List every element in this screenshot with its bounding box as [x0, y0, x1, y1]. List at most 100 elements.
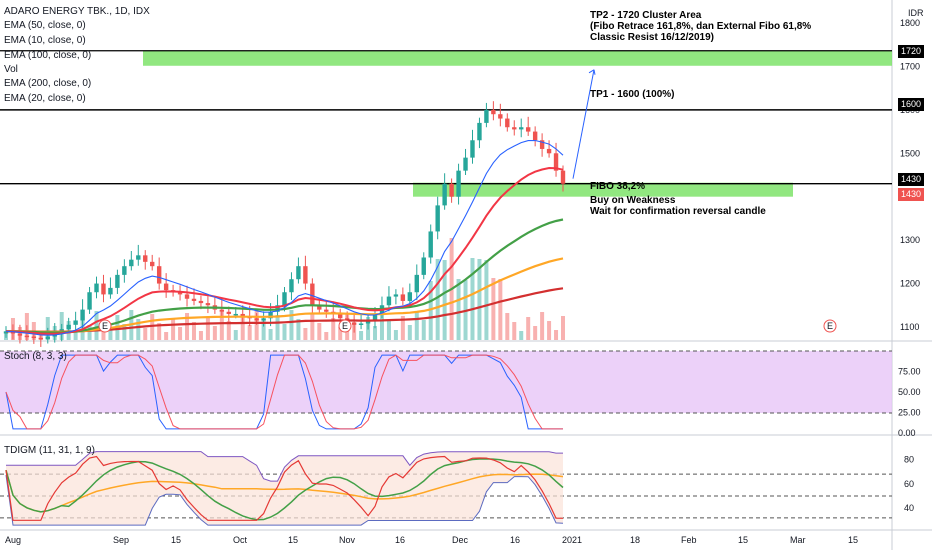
price-tag-tp2: 1720 [897, 45, 924, 58]
candle-body [122, 266, 127, 275]
volume-bar [519, 331, 524, 340]
ema100-line [5, 257, 564, 333]
x-axis-label: 16 [510, 535, 520, 545]
legend-ema200[interactable]: EMA (200, close, 0) [4, 78, 92, 89]
volume-bar [484, 260, 489, 340]
candle-body [303, 266, 308, 284]
stoch-title[interactable]: Stoch (8, 3, 3) [4, 351, 67, 362]
legend-ema10[interactable]: EMA (10, close, 0) [4, 35, 86, 46]
legend-ema50[interactable]: EMA (50, close, 0) [4, 20, 86, 31]
candle-body [31, 336, 37, 339]
candle-body [289, 279, 294, 293]
candle-body [310, 283, 315, 306]
candle-body [136, 255, 141, 260]
volume-bar [268, 329, 273, 340]
volume-bar [498, 279, 503, 340]
candle-body [428, 231, 433, 258]
candle-body [115, 274, 120, 288]
stoch-band [0, 351, 892, 413]
candle-body [38, 337, 44, 340]
candle-body [532, 131, 538, 141]
candle-body [129, 259, 134, 267]
volume-bar [414, 311, 419, 340]
ema20-line [5, 166, 564, 335]
candle-body [317, 305, 322, 310]
candle-body [143, 255, 148, 262]
projection-arrow [572, 69, 595, 179]
tdigm-title[interactable]: TDIGM (11, 31, 1, 9) [4, 445, 95, 456]
candle-body [261, 318, 266, 321]
candle-body [449, 183, 454, 197]
x-axis-label: 16 [395, 535, 405, 545]
earnings-marker-label: E [342, 321, 348, 331]
y-axis-label: 1500 [900, 148, 920, 158]
volume-bar [87, 325, 92, 340]
volume-bar [400, 316, 405, 340]
y-axis-label: 1300 [900, 235, 920, 245]
legend-vol[interactable]: Vol [4, 64, 18, 75]
volume-bar [282, 324, 287, 340]
candle-body [351, 322, 357, 325]
volume-bar [393, 330, 398, 340]
legend-ema100[interactable]: EMA (100, close, 0) [4, 50, 92, 61]
candle-body [512, 127, 517, 130]
candle-body [477, 122, 482, 141]
x-axis-label: 15 [738, 535, 748, 545]
volume-bar [317, 323, 322, 340]
x-axis-label: Mar [790, 535, 806, 545]
candle-body [268, 311, 273, 319]
price-tag-fibo: 1430 [897, 173, 924, 186]
volume-bar [191, 322, 196, 340]
candle-body [546, 148, 552, 154]
stoch-axis-label: 75.00 [898, 367, 921, 377]
volume-bar [533, 326, 538, 340]
x-axis-label: 2021 [562, 535, 582, 545]
candle-body [150, 261, 155, 267]
volume-bar [212, 326, 217, 340]
candle-body [560, 170, 566, 184]
volume-bar [491, 278, 496, 340]
volume-bar [442, 260, 447, 340]
volume-bar [324, 332, 329, 340]
candle-body [442, 183, 447, 206]
candle-body [435, 205, 440, 232]
volume-bar [108, 329, 113, 340]
volume-bar [505, 313, 510, 340]
volume-bar [289, 310, 294, 340]
candle-body [400, 294, 406, 301]
volume-bar [456, 279, 461, 340]
legend-ema20[interactable]: EMA (20, close, 0) [4, 93, 86, 104]
candle-body [491, 109, 496, 115]
volume-bar [240, 316, 245, 340]
volume-bar [435, 259, 440, 340]
volume-bar [233, 330, 238, 340]
candle-body [553, 153, 559, 171]
earnings-marker-circle [338, 319, 352, 333]
earnings-marker-label: E [102, 321, 108, 331]
candle-body [240, 313, 245, 317]
y-axis-label: 1700 [900, 61, 920, 71]
candle-body [3, 331, 9, 334]
volume-bar [512, 322, 517, 340]
symbol-title[interactable]: ADARO ENERGY TBK., 1D, IDX [4, 6, 150, 17]
volume-bar [561, 316, 565, 340]
tdigm-upper-band [6, 451, 563, 482]
candle-body [525, 127, 531, 132]
y-axis-label: 1800 [900, 18, 920, 28]
tp2-zone [143, 50, 892, 66]
volume-bar [338, 327, 343, 340]
candle-body [539, 140, 545, 149]
projection-arrowhead [588, 69, 596, 75]
volume-bar [247, 325, 252, 340]
candle-body [254, 318, 259, 321]
x-axis-label: 15 [848, 535, 858, 545]
volume-bar [310, 314, 315, 340]
candle-body [66, 324, 71, 330]
volume-bar [554, 330, 559, 340]
earnings-marker-circle [98, 319, 112, 333]
candle-body [470, 140, 475, 158]
candle-body [296, 266, 301, 280]
tdigm-axis-label: 40 [904, 503, 914, 513]
stoch-d-line [5, 354, 563, 430]
